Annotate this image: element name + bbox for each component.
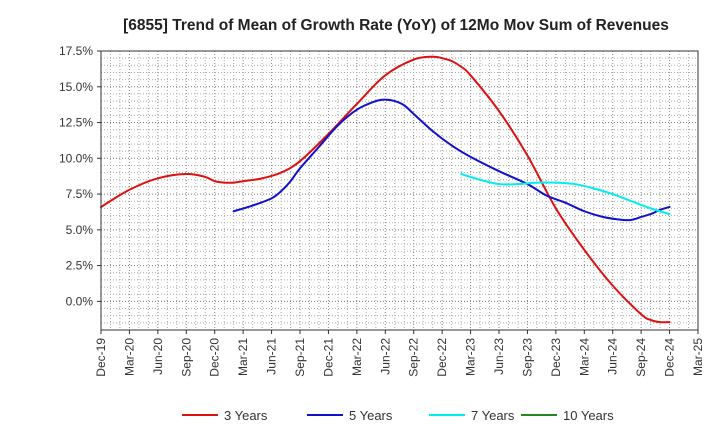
legend-label-10-years: 10 Years	[563, 408, 614, 423]
x-tick-label: Dec-23	[549, 338, 563, 377]
x-tick-label: Jun-23	[492, 338, 506, 375]
legend-label-3-years: 3 Years	[224, 408, 268, 423]
x-tick-label: Jun-24	[606, 338, 620, 375]
series-line-7-years	[460, 173, 671, 216]
x-tick-label: Sep-22	[407, 338, 421, 377]
y-tick-label: 12.5%	[59, 116, 93, 130]
x-tick-label: Sep-20	[179, 338, 193, 377]
y-tick-label: 2.5%	[66, 259, 94, 273]
series-line-3-years	[100, 55, 671, 324]
y-tick-label: 10.0%	[59, 151, 93, 165]
y-tick-label: 7.5%	[66, 187, 94, 201]
legend: 3 Years 5 Years 7 Years 10 Years	[182, 408, 614, 423]
y-tick-label: 0.0%	[66, 294, 94, 308]
x-tick-label: Jun-20	[151, 338, 165, 375]
x-tick-label: Mar-21	[236, 338, 250, 376]
x-tick-label: Sep-21	[293, 338, 307, 377]
x-tick-label: Jun-22	[378, 338, 392, 375]
y-tick-label: 17.5%	[59, 44, 93, 58]
x-tick-label: Sep-24	[634, 338, 648, 377]
legend-label-7-years: 7 Years	[471, 408, 515, 423]
plot-lines	[100, 55, 671, 324]
x-tick-label: Dec-20	[208, 338, 222, 377]
x-tick-label: Jun-21	[265, 338, 279, 375]
chart-title: [6855] Trend of Mean of Growth Rate (YoY…	[123, 17, 669, 34]
x-tick-label: Dec-22	[435, 338, 449, 377]
grid	[101, 51, 698, 330]
y-tick-label: 15.0%	[59, 80, 93, 94]
x-tick-label: Mar-23	[464, 338, 478, 376]
x-tick-label: Mar-22	[350, 338, 364, 376]
x-tick-label: Dec-19	[94, 338, 108, 377]
x-axis: Dec-19 Mar-20 Jun-20 Sep-20 Dec-20 Mar-21 Jun-…	[94, 330, 705, 377]
series-line-5-years	[232, 98, 671, 222]
y-axis: 17.5% 15.0% 12.5% 10.0% 7.5% 5.0% 2.5% 0.0%	[59, 44, 101, 308]
plot-frame	[100, 50, 699, 331]
x-tick-label: Dec-21	[321, 338, 335, 377]
x-tick-label: Mar-24	[577, 338, 591, 376]
x-tick-label: Dec-24	[663, 338, 677, 377]
x-tick-label: Sep-23	[520, 338, 534, 377]
y-tick-label: 5.0%	[66, 223, 94, 237]
legend-label-5-years: 5 Years	[349, 408, 393, 423]
x-tick-label: Mar-25	[691, 338, 705, 376]
x-tick-label: Mar-20	[122, 338, 136, 376]
